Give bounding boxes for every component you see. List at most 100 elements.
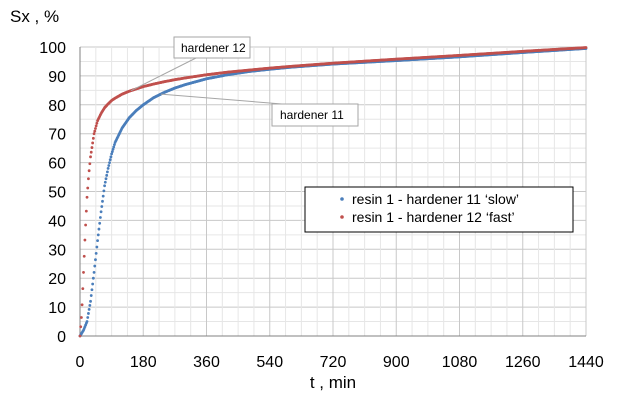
x-tick-labels: 0 180 360 540 720 900 1080 1260 1440 (76, 354, 604, 371)
data-point (88, 162, 92, 166)
data-point (93, 264, 97, 268)
data-point (88, 303, 92, 307)
callout-hardener-11-leader (160, 93, 283, 105)
data-point (92, 271, 96, 274)
data-point (89, 150, 93, 154)
data-point (85, 320, 89, 323)
data-point (83, 238, 87, 242)
y-axis-title: Sx , % (10, 7, 59, 26)
data-point (98, 221, 102, 225)
data-point (87, 308, 91, 311)
axes (79, 47, 586, 337)
data-point (89, 155, 92, 159)
y-tick-label: 0 (57, 329, 66, 346)
y-tick-label: 30 (48, 242, 66, 259)
data-point (96, 239, 99, 243)
legend-item-fast: resin 1 - hardener 12 ‘fast’ (340, 209, 515, 225)
data-point (109, 155, 113, 159)
x-tick-label: 720 (320, 354, 347, 371)
callout-hardener-12-label: hardener 12 (181, 41, 246, 55)
data-point (91, 141, 95, 145)
data-point (108, 158, 112, 162)
data-point (95, 245, 99, 249)
legend-item-slow: resin 1 - hardener 11 ‘slow’ (340, 191, 519, 207)
data-point (106, 166, 110, 170)
data-point (110, 150, 114, 154)
data-point (106, 170, 109, 174)
data-point (99, 210, 103, 214)
data-point (98, 216, 102, 219)
data-point (111, 147, 115, 151)
data-point (107, 164, 111, 167)
data-point (96, 233, 100, 237)
callout-hardener-11-box (271, 103, 359, 127)
data-point (95, 121, 99, 125)
data-point (101, 199, 104, 203)
y-tick-label: 100 (39, 40, 66, 57)
data-point (112, 145, 116, 149)
data-point (87, 177, 90, 181)
x-tick-label: 1080 (442, 354, 478, 371)
series-1 (78, 46, 588, 338)
data-point (80, 303, 84, 307)
data-point (86, 186, 90, 190)
callouts: hardener 12 hardener 11 (130, 36, 359, 127)
y-tick-label: 50 (48, 185, 66, 202)
data-point (87, 312, 90, 315)
callout-hardener-12: hardener 12 (130, 36, 251, 92)
data-point (93, 129, 97, 133)
data-point (103, 180, 107, 184)
callout-hardener-11: hardener 11 (160, 93, 359, 127)
data-point (85, 195, 89, 199)
data-point (94, 258, 97, 262)
data-point (100, 205, 104, 208)
y-tick-label: 90 (48, 69, 66, 86)
x-tick-label: 360 (193, 354, 220, 371)
data-point (79, 325, 83, 329)
data-point (103, 184, 106, 188)
y-tick-label: 20 (48, 271, 66, 288)
data-point (86, 316, 90, 319)
data-point (78, 334, 82, 338)
y-tick-label: 80 (48, 98, 66, 115)
x-tick-label: 900 (383, 354, 410, 371)
data-point (84, 209, 88, 213)
legend: resin 1 - hardener 11 ‘slow’ resin 1 - h… (304, 186, 574, 233)
data-point (81, 287, 85, 290)
y-tick-label: 10 (48, 300, 66, 317)
data-point (97, 227, 101, 231)
data-point (91, 136, 95, 140)
data-point (82, 254, 86, 258)
data-point (90, 288, 94, 292)
y-tick-label: 40 (48, 213, 66, 230)
x-tick-label: 1260 (505, 354, 541, 371)
legend-swatch-fast (340, 215, 344, 219)
legend-swatch-slow (340, 197, 344, 201)
x-tick-label: 180 (130, 354, 157, 371)
data-point (108, 161, 111, 165)
callout-hardener-12-leader (130, 57, 197, 92)
data-point (584, 46, 588, 49)
data-point (94, 251, 98, 255)
data-point (92, 132, 96, 136)
data-point (94, 127, 97, 130)
data-point (82, 271, 85, 274)
data-point (84, 223, 88, 227)
data-series (78, 46, 588, 338)
data-point (80, 316, 83, 319)
callout-hardener-12-box (173, 36, 251, 59)
data-point (91, 276, 95, 280)
y-tick-label: 70 (48, 127, 66, 144)
data-point (94, 124, 98, 128)
legend-label-slow: resin 1 - hardener 11 ‘slow’ (352, 191, 519, 207)
data-point (113, 143, 116, 147)
data-point (87, 169, 91, 173)
data-point (104, 177, 108, 181)
legend-box (304, 186, 574, 233)
data-point (89, 299, 92, 303)
data-point (102, 189, 106, 193)
data-point (105, 173, 109, 177)
data-point (101, 194, 105, 198)
callout-hardener-11-label: hardener 11 (280, 108, 344, 122)
data-point (89, 294, 93, 297)
